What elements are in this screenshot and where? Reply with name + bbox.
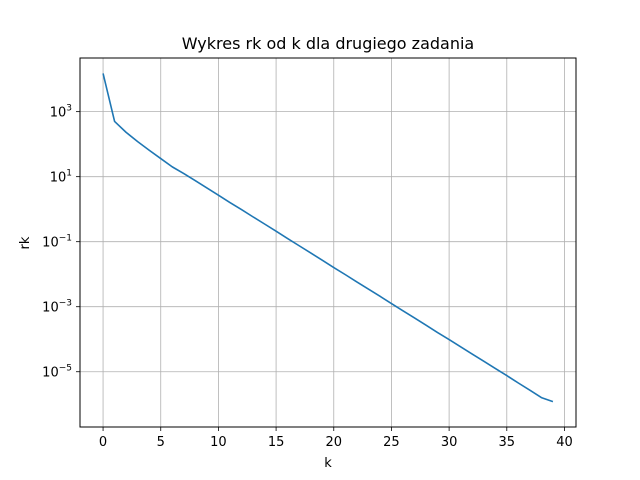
x-axis: 0 5 10 15 20 25 30 35 40 xyxy=(99,427,573,450)
y-tick-label: 103 xyxy=(50,104,72,121)
x-tick-label: 10 xyxy=(210,435,227,450)
y-axis-label: rk xyxy=(18,236,33,249)
y-tick-label: 101 xyxy=(50,169,72,186)
grid xyxy=(80,58,576,427)
y-tick-label: 10−3 xyxy=(42,299,72,316)
x-tick-label: 40 xyxy=(556,435,573,450)
x-tick-label: 15 xyxy=(268,435,285,450)
x-tick-label: 30 xyxy=(441,435,458,450)
x-tick-label: 35 xyxy=(499,435,516,450)
x-axis-label: k xyxy=(324,456,332,471)
x-tick-label: 0 xyxy=(99,435,107,450)
y-tick-label: 10−5 xyxy=(42,364,72,381)
chart-title: Wykres rk od k dla drugiego zadania xyxy=(182,34,474,53)
y-axis: 103 101 10−1 10−3 10−5 xyxy=(42,104,80,381)
x-tick-label: 25 xyxy=(383,435,400,450)
series-layer xyxy=(102,73,554,403)
series-line xyxy=(102,73,554,403)
plot-frame xyxy=(79,57,577,428)
y-tick-label: 10−1 xyxy=(42,234,72,251)
x-tick-label: 5 xyxy=(157,435,165,450)
x-tick-label: 20 xyxy=(325,435,342,450)
